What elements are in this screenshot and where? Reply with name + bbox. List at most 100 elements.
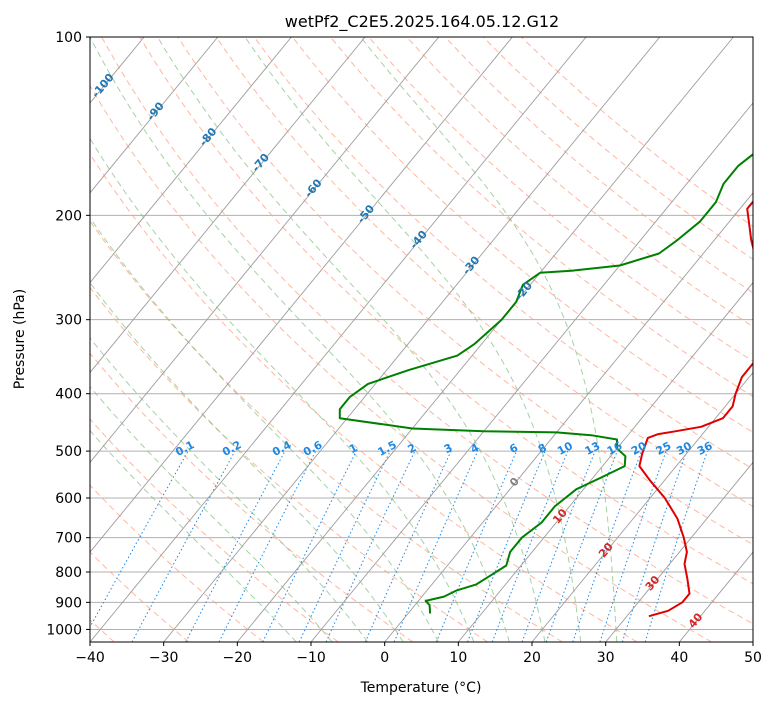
- mixing-ratio-line: [644, 450, 708, 642]
- plot-area: 0.1 0.2 0.4 0.6 1 1.5 2 3 4 6 8 10 13 16 20 25 30 36 -100…: [0, 37, 753, 642]
- moist-adiabat: [244, 37, 582, 642]
- y-tick-label: 800: [55, 565, 82, 581]
- moist-adiabat: [90, 281, 404, 642]
- mixing-ratio-label: 3: [442, 441, 455, 456]
- moist-adiabat: [90, 385, 333, 642]
- mixing-ratio-line: [491, 450, 569, 642]
- isotherm-line: [90, 37, 587, 642]
- mixing-ratio-line: [435, 450, 517, 642]
- mixing-ratio-lines: [90, 450, 708, 642]
- x-tick-label: 20: [523, 650, 541, 666]
- mixing-ratio-label: 1: [347, 441, 360, 456]
- isotherm-line: [457, 281, 753, 642]
- y-tick-label: 500: [55, 444, 82, 460]
- dry-adiabat: [90, 352, 414, 642]
- mixing-ratio-label: 20: [629, 439, 649, 458]
- isotherm-line: [163, 37, 661, 642]
- isotherm-line: [90, 37, 292, 284]
- mixing-ratio-label: 25: [654, 439, 674, 458]
- mixing-ratio-label: 36: [695, 439, 715, 458]
- y-tick-label: 1000: [46, 622, 82, 638]
- moist-adiabat: [90, 337, 369, 642]
- dry-adiabat: [90, 286, 488, 642]
- mixing-ratio-label: 0.4: [270, 438, 294, 459]
- x-tick-label: −20: [223, 650, 253, 666]
- x-tick-label: 0: [380, 650, 389, 666]
- dry-adiabat: [215, 37, 753, 507]
- isotherm-line: [531, 371, 753, 642]
- mixing-ratio-label: 4: [468, 441, 481, 456]
- x-axis-ticks: −40 −30 −20 −10 0 10 20 30 40 50: [75, 642, 762, 666]
- mixing-ratio-label: 8: [536, 441, 549, 456]
- x-tick-label: 10: [449, 650, 467, 666]
- y-tick-label: 200: [55, 208, 82, 224]
- mixing-ratio-label: 0.6: [301, 438, 325, 459]
- isotherm-line: [90, 37, 219, 194]
- isotherm-line: [236, 37, 734, 642]
- mixing-ratio-label: 0.1: [173, 438, 196, 459]
- y-tick-label: 700: [55, 531, 82, 547]
- dewpoint-profile: [338, 153, 753, 614]
- isotherm-line: [90, 37, 440, 464]
- isotherm-line: [384, 192, 753, 642]
- mixing-ratio-label: 0.2: [220, 438, 243, 459]
- dry-adiabat: [90, 484, 264, 642]
- mixing-ratio-label: 13: [583, 439, 603, 458]
- mixing-ratio-label: 2: [406, 441, 419, 456]
- y-tick-label: 300: [55, 313, 82, 329]
- isotherm-line: [0, 37, 70, 642]
- mixing-ratio-line: [90, 450, 189, 629]
- x-axis-label: Temperature (°C): [360, 680, 482, 696]
- temperature-profile: [638, 200, 753, 618]
- dry-adiabat: [368, 37, 753, 362]
- dry-adiabat: [90, 418, 339, 642]
- dry-adiabat: [177, 37, 753, 546]
- dry-adiabat: [292, 37, 753, 433]
- x-tick-label: −10: [296, 650, 326, 666]
- x-tick-label: −30: [149, 650, 179, 666]
- mixing-ratio-line: [572, 450, 642, 642]
- moist-adiabat: [90, 37, 510, 642]
- x-tick-label: 30: [597, 650, 615, 666]
- mixing-ratio-label: 6: [507, 441, 520, 456]
- dry-adiabat: [90, 220, 563, 642]
- dry-adiabat: [330, 37, 753, 398]
- plot-frame: [89, 36, 754, 643]
- mixing-ratio-label: 10: [555, 439, 575, 458]
- y-tick-label: 600: [55, 491, 82, 507]
- x-tick-label: 40: [670, 650, 688, 666]
- mixing-ratio-label: 16: [605, 439, 625, 458]
- sounding-series: [338, 153, 753, 618]
- mixing-ratio-line: [521, 450, 596, 642]
- moist-adiabat: [157, 37, 546, 642]
- mixing-ratio-line: [545, 450, 618, 642]
- dry-adiabat: [253, 37, 753, 470]
- moist-adiabat: [90, 216, 439, 642]
- mixing-ratio-line: [131, 450, 236, 642]
- pressure-grid: [90, 37, 753, 630]
- y-axis-label: Pressure (hPa): [12, 289, 28, 389]
- mixing-ratio-line: [621, 450, 688, 642]
- dry-adiabat: [90, 551, 190, 642]
- mixing-ratio-line: [262, 450, 357, 642]
- mixing-ratio-line: [185, 450, 286, 642]
- isotherm-line: [605, 461, 753, 642]
- x-tick-label: 50: [744, 650, 762, 666]
- mixing-ratio-line: [599, 450, 667, 642]
- mixing-ratio-label: 30: [674, 439, 694, 458]
- isotherm-line: [90, 37, 513, 553]
- y-tick-label: 400: [55, 387, 82, 403]
- isotherms: [0, 37, 753, 642]
- y-axis-ticks: 100 200 300 400 500 600 700 800 900 1000: [46, 30, 90, 638]
- isotherm-line: [752, 641, 753, 642]
- mixing-ratio-label: 1.5: [376, 438, 399, 459]
- moist-adiabats: [90, 37, 618, 642]
- dry-adiabat: [90, 153, 638, 642]
- mixing-ratio-line: [467, 450, 546, 642]
- mixing-ratio-line: [393, 450, 479, 642]
- y-tick-label: 100: [55, 30, 82, 46]
- isotherm-line: [678, 551, 753, 642]
- y-tick-label: 900: [55, 595, 82, 611]
- x-tick-label: −40: [75, 650, 105, 666]
